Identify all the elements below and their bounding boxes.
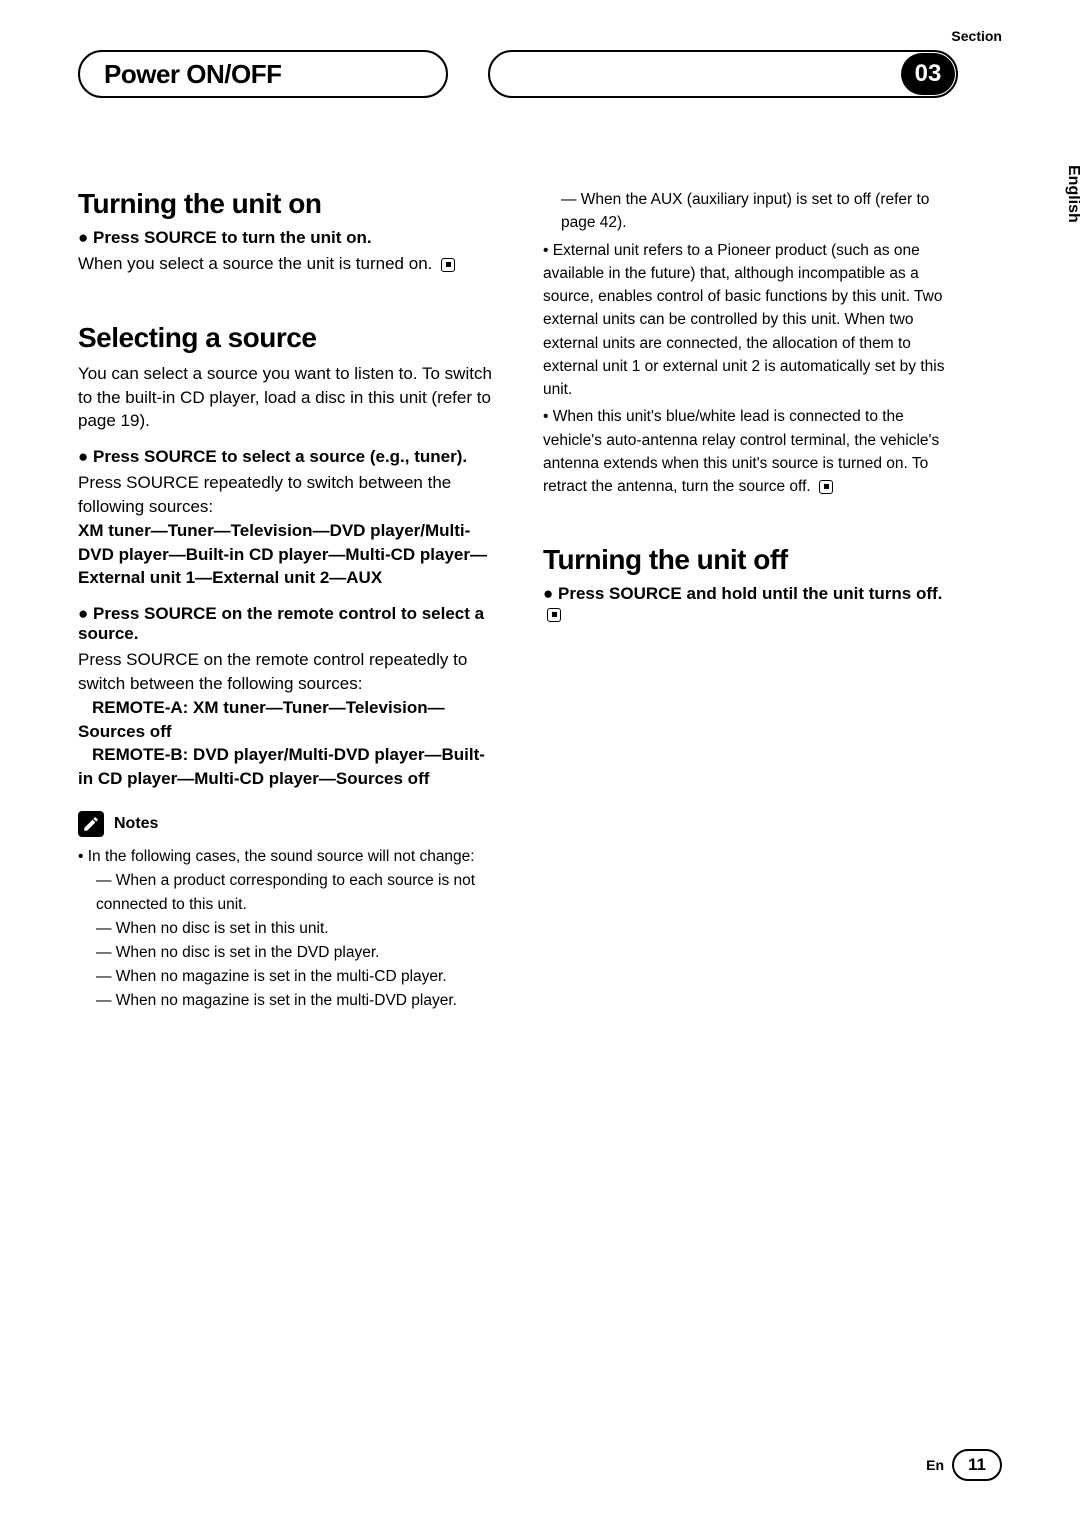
heading-turn-off: Turning the unit off [543, 544, 958, 576]
end-mark-icon [819, 480, 833, 494]
notes-title: Notes [114, 815, 158, 833]
footer-lang: En [926, 1457, 944, 1473]
step-turn-on-main: ● Press SOURCE to turn the unit on. [78, 228, 493, 248]
step-source2-main: ● Press SOURCE on the remote control to … [78, 604, 493, 644]
language-tab: English [1064, 165, 1080, 223]
notes-dash-4: — When no magazine is set in the multi-C… [96, 965, 493, 989]
step-turn-off-main: ● Press SOURCE and hold until the unit t… [543, 584, 958, 624]
page-number: 11 [952, 1449, 1002, 1481]
note-external-unit: • External unit refers to a Pioneer prod… [543, 239, 958, 402]
page-title-pill: Power ON/OFF [78, 50, 448, 98]
step-turn-on-body: When you select a source the unit is tur… [78, 252, 493, 276]
footer: En 11 [926, 1449, 1002, 1481]
section-badge-wrap: 03 [488, 50, 958, 98]
source-chain-1: XM tuner—Tuner—Television—DVD player/Mul… [78, 519, 493, 590]
content-columns: Turning the unit on ● Press SOURCE to tu… [78, 188, 1002, 1013]
notes-header: Notes [78, 811, 493, 837]
header-row: Section Power ON/OFF 03 [78, 50, 1002, 98]
heading-selecting-source: Selecting a source [78, 322, 493, 354]
section-label: Section [951, 28, 1002, 44]
remote-b-line: REMOTE-B: DVD player/Multi-DVD player—Bu… [78, 743, 493, 791]
section-pill [488, 50, 958, 98]
step-source1-body: Press SOURCE repeatedly to switch betwee… [78, 471, 493, 519]
step-source1-main: ● Press SOURCE to select a source (e.g.,… [78, 447, 493, 467]
selecting-intro: You can select a source you want to list… [78, 362, 493, 433]
section-badge: 03 [901, 53, 955, 95]
notes-dash-5: — When no magazine is set in the multi-D… [96, 989, 493, 1013]
left-column: Turning the unit on ● Press SOURCE to tu… [78, 188, 493, 1013]
notes-bullet: • In the following cases, the sound sour… [78, 845, 493, 869]
notes-dash-2: — When no disc is set in this unit. [96, 917, 493, 941]
note-aux: — When the AUX (auxiliary input) is set … [561, 188, 958, 235]
note-antenna: • When this unit's blue/white lead is co… [543, 405, 958, 498]
notes-dash-1: — When a product corresponding to each s… [96, 869, 493, 917]
notes-dash-3: — When no disc is set in the DVD player. [96, 941, 493, 965]
page-title: Power ON/OFF [104, 59, 281, 90]
remote-a-line: REMOTE-A: XM tuner—Tuner—Television—Sour… [78, 696, 493, 744]
pencil-icon [78, 811, 104, 837]
heading-turn-on: Turning the unit on [78, 188, 493, 220]
notes-body: • In the following cases, the sound sour… [78, 845, 493, 1013]
right-column: — When the AUX (auxiliary input) is set … [543, 188, 958, 1013]
end-mark-icon [547, 608, 561, 622]
end-mark-icon [441, 258, 455, 272]
step-source2-body: Press SOURCE on the remote control repea… [78, 648, 493, 696]
